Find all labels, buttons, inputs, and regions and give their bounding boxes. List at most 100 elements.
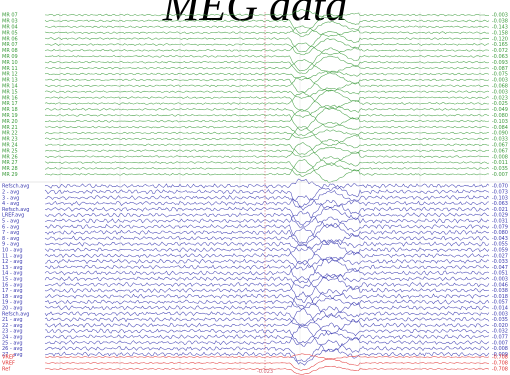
trace-line (44, 178, 490, 191)
trace-line (44, 31, 490, 53)
channel-label: 7 - avg (2, 230, 19, 236)
channel-label: Refsch.avg (2, 311, 29, 317)
trace-line (44, 211, 490, 227)
channel-value: -0.023 (492, 95, 508, 101)
channel-value: -0.008 (492, 346, 508, 352)
channel-value: -0.007 (492, 172, 508, 178)
channel-value: -0.047 (492, 265, 508, 271)
channel-label: 3 - avg (2, 195, 19, 201)
trace-line (44, 273, 490, 289)
channel-label: MR 10 (2, 60, 18, 66)
channel-value: -0.055 (492, 242, 508, 248)
channel-label: VREF (2, 361, 15, 367)
trace-line (44, 59, 490, 74)
channel-value: -0.033 (492, 259, 508, 265)
channel-value: -0.007 (492, 340, 508, 346)
channel-label: MR 09 (2, 54, 18, 60)
channel-value: -0.033 (492, 137, 508, 143)
trace-line (44, 353, 490, 360)
channel-value: -0.708 (492, 361, 508, 367)
channel-value: -0.067 (492, 143, 508, 149)
channel-value: -0.009 (492, 352, 508, 358)
trace-line (44, 163, 490, 177)
channel-label: MR 08 (2, 48, 18, 54)
channel-value: -0.158 (492, 30, 508, 36)
channel-value: -0.057 (492, 300, 508, 306)
channel-label: MR 03 (2, 19, 18, 25)
trace-line (44, 38, 490, 56)
trace-line (44, 365, 490, 375)
trace-line (44, 76, 490, 92)
cursor-marker-label: -0.023 (257, 369, 273, 375)
channel-label: VREF (2, 355, 15, 361)
channel-label: MR 14 (2, 84, 18, 90)
channel-label: Ref (2, 367, 10, 373)
channel-value: -0.073 (492, 190, 508, 196)
channel-value: -0.143 (492, 25, 508, 31)
channel-label: MR 06 (2, 36, 18, 42)
channel-label: MR 12 (2, 72, 18, 78)
channel-label: MR 18 (2, 107, 18, 113)
channel-label: MR 07 (2, 42, 18, 48)
trace-line (44, 291, 490, 318)
channel-value: -0.008 (492, 154, 508, 160)
channel-label: 25 - avg (2, 340, 23, 346)
channel-value: -0.079 (492, 224, 508, 230)
trace-line (44, 25, 490, 37)
channel-label: MR 29 (2, 172, 18, 178)
trace-line (44, 322, 490, 344)
channel-value: -0.070 (492, 184, 508, 190)
channel-label: 10 - avg (2, 248, 23, 254)
channel-value: -0.067 (492, 148, 508, 154)
channel-label: MR 04 (2, 25, 18, 31)
trace-line (44, 91, 490, 110)
channel-value: -0.011 (492, 160, 508, 166)
channel-label: 17 - avg (2, 288, 23, 294)
channel-label: MR 19 (2, 113, 18, 119)
channel-value: -0.043 (492, 236, 508, 242)
trace-line (44, 55, 490, 74)
channel-value: -0.025 (492, 101, 508, 107)
trace-line (44, 256, 490, 271)
trace-line (44, 260, 490, 281)
trace-line (44, 206, 490, 228)
trace-line (44, 156, 490, 174)
channel-value: -0.120 (492, 36, 508, 42)
channel-value: -0.059 (492, 248, 508, 254)
channel-value: -0.080 (492, 113, 508, 119)
trace-line (44, 216, 490, 244)
channel-value: -0.084 (492, 125, 508, 131)
channel-value: -0.080 (492, 230, 508, 236)
channel-label: MR 05 (2, 30, 18, 36)
channel-label: 23 - avg (2, 329, 23, 335)
channel-value: -0.032 (492, 329, 508, 335)
trace-line (44, 199, 490, 225)
channel-value: -0.708 (492, 355, 508, 361)
channel-label: 21 - avg (2, 317, 23, 323)
channel-label: MR 24 (2, 143, 18, 149)
trace-line (44, 244, 490, 264)
trace-line (44, 72, 490, 94)
trace-line (44, 129, 490, 139)
trace-line (44, 256, 490, 284)
channel-label: Refsch.avg (2, 184, 29, 190)
trace-line (44, 348, 490, 366)
trace-line (44, 13, 490, 34)
trace-line (44, 330, 490, 347)
trace-line (44, 239, 490, 252)
channel-label: MR 17 (2, 101, 18, 107)
channel-value: -0.003 (492, 277, 508, 283)
trace-line (45, 106, 490, 131)
trace-line (44, 306, 490, 326)
channel-value: -0.165 (492, 42, 508, 48)
channel-value: -0.038 (492, 19, 508, 25)
trace-line (44, 276, 490, 300)
channel-label: 13 - avg (2, 265, 23, 271)
trace-line (44, 142, 490, 165)
trace-line (44, 339, 490, 362)
channel-value: -0.029 (492, 213, 508, 219)
channel-label: 20 - avg (2, 306, 23, 312)
channel-value: -0.049 (492, 107, 508, 113)
channel-label: MR 15 (2, 89, 18, 95)
